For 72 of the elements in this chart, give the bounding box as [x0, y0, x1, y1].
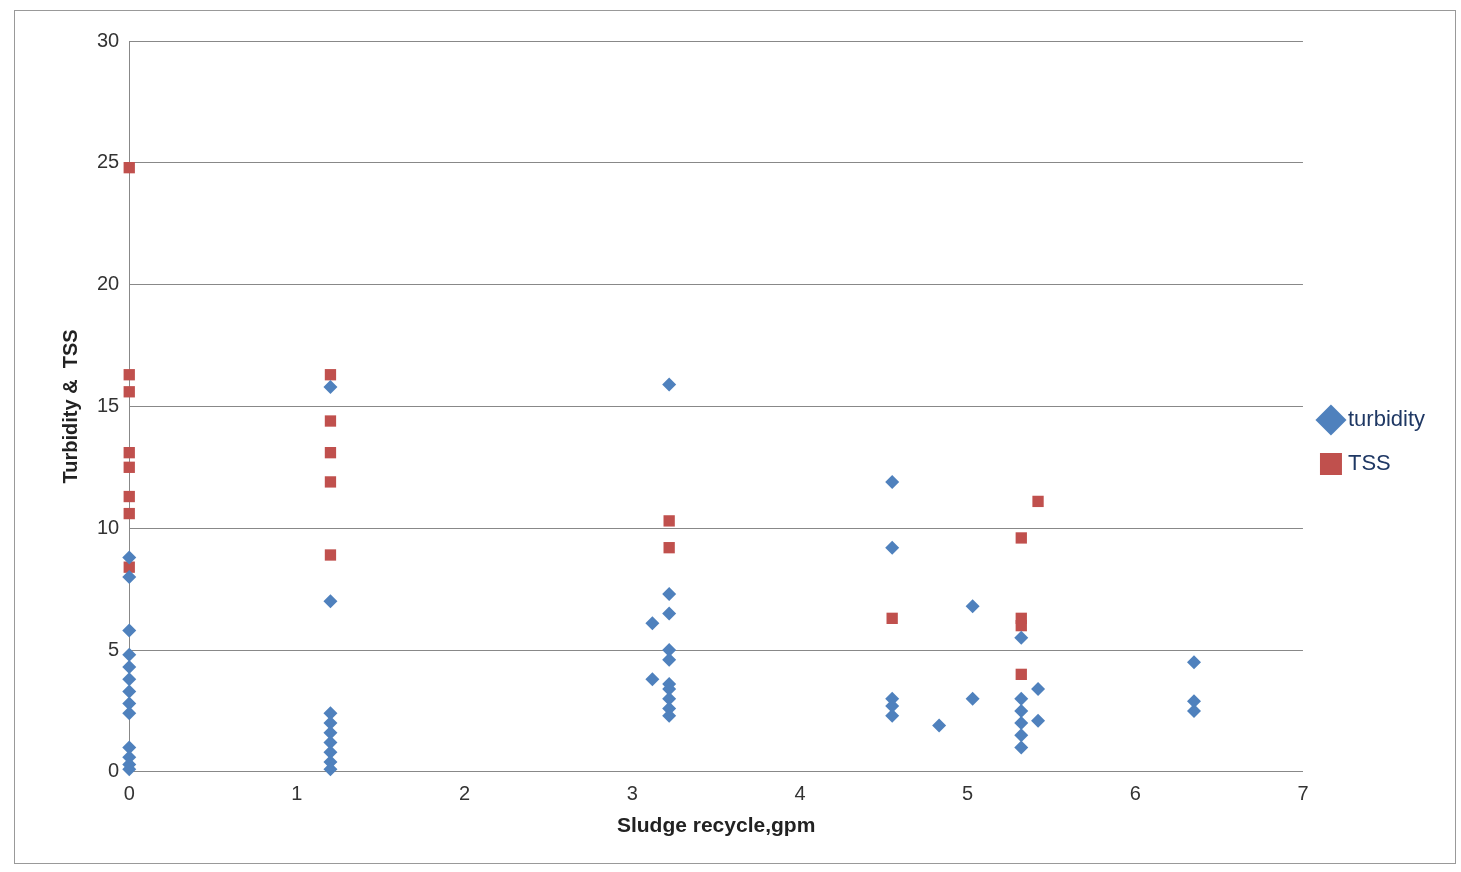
point — [122, 672, 137, 687]
point — [122, 706, 137, 721]
point — [885, 708, 900, 723]
point — [1015, 619, 1027, 632]
point — [123, 369, 135, 381]
point — [662, 377, 677, 392]
y-tick-label: 5 — [108, 637, 120, 660]
y-tick-label: 20 — [97, 272, 120, 295]
x-tick-label: 5 — [962, 782, 974, 805]
x-tick-label: 0 — [123, 782, 135, 805]
point — [1014, 740, 1029, 755]
point — [323, 379, 338, 394]
point — [645, 672, 660, 687]
x-tick-label: 4 — [794, 782, 806, 805]
point — [1032, 495, 1044, 508]
point — [1014, 716, 1029, 731]
point — [645, 616, 660, 631]
point — [323, 725, 338, 740]
point — [122, 550, 137, 565]
point — [965, 599, 980, 614]
point — [1031, 681, 1046, 696]
point — [324, 447, 337, 459]
point — [324, 369, 337, 381]
legend-label: turbidity — [1347, 406, 1426, 432]
point — [123, 490, 135, 503]
x-axis-title: Sludge recycle,gpm — [616, 813, 816, 837]
y-tick-label: 30 — [97, 28, 120, 51]
point — [323, 706, 338, 721]
x-tick-label: 3 — [626, 782, 638, 805]
point — [1014, 703, 1029, 718]
point — [123, 162, 135, 174]
point — [1014, 691, 1029, 706]
point — [323, 594, 338, 609]
point — [1014, 728, 1029, 743]
point — [965, 691, 980, 706]
x-tick-label: 7 — [1297, 782, 1309, 805]
y-tick-label: 25 — [97, 150, 120, 173]
point — [122, 623, 137, 638]
y-tick-label: 10 — [97, 515, 120, 538]
point — [123, 507, 135, 520]
point — [122, 740, 137, 755]
point — [122, 569, 137, 584]
point — [1014, 630, 1029, 645]
point — [932, 718, 947, 733]
point — [1015, 668, 1027, 681]
point — [323, 745, 338, 760]
point — [1186, 655, 1201, 670]
point — [324, 549, 337, 561]
point — [324, 415, 337, 427]
y-axis-title: Turbidity & TSS — [58, 329, 81, 484]
point — [122, 647, 137, 662]
point — [1031, 713, 1046, 728]
point — [885, 540, 900, 555]
point — [662, 606, 677, 621]
point — [663, 515, 675, 527]
legend-label: TSS — [1347, 450, 1391, 476]
point — [123, 461, 135, 473]
y-tick-label: 15 — [97, 393, 120, 416]
x-tick-label: 6 — [1129, 782, 1141, 805]
point — [324, 476, 337, 488]
x-tick-label: 1 — [291, 782, 303, 805]
point — [885, 474, 900, 489]
point — [123, 386, 135, 398]
x-tick-label: 2 — [459, 782, 471, 805]
point — [1015, 532, 1027, 544]
y-tick-label: 0 — [108, 759, 120, 782]
point — [122, 660, 137, 675]
point — [662, 586, 677, 601]
point — [123, 447, 135, 459]
point — [886, 612, 898, 624]
point — [122, 684, 137, 699]
point — [663, 542, 675, 554]
